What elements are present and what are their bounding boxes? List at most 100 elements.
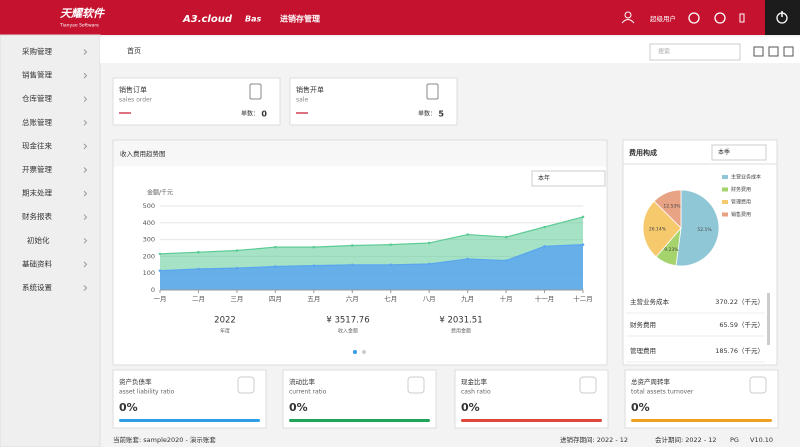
ratio-subtitle: total assets turnover [631,389,694,396]
point [235,249,239,252]
expense-amount: 65.59（千元） [719,320,764,329]
logo: 天耀软件 [60,7,106,20]
summary-value: ¥ 2031.51 [439,316,482,326]
x-tick-label: 一月 [154,295,167,303]
point [543,225,546,229]
chevron [83,72,88,79]
point [427,241,431,245]
pager-dot[interactable] [353,350,357,354]
card-subtitle: sale [296,97,308,104]
logo-sub: Tianyao Software [59,23,99,29]
y-tick-label: 0 [151,286,155,294]
x-tick-label: 十二月 [573,294,593,303]
point [504,259,508,262]
point [466,233,469,236]
point [581,215,585,219]
power-button[interactable] [765,0,800,35]
legend-label: 主营业务成本 [731,174,761,181]
breadcrumb[interactable]: 首页 [127,46,141,55]
summary-value: ¥ 3517.76 [326,316,369,326]
menu-item[interactable]: 采购管理 [22,46,52,56]
menu-item[interactable]: 总账管理 [22,117,52,127]
expense-name: 管理费用 [630,346,656,355]
trend-panel-header [113,140,607,167]
point [312,245,316,249]
y-tick-label: 100 [143,269,155,277]
x-tick-label: 十一月 [535,294,555,303]
y-tick-label: 400 [143,219,155,227]
settings-icon[interactable] [688,12,700,24]
menu-item[interactable]: 开票管理 [22,164,52,174]
period-select[interactable] [531,170,606,187]
point [543,245,546,248]
menu-item[interactable]: 基础资料 [22,258,52,268]
point [274,245,277,249]
ratio-title: 资产负债率 [119,377,152,386]
chevron [83,143,88,150]
x-tick-label: 五月 [307,295,320,303]
sound-icon[interactable] [739,13,745,23]
summary-label: 收入金额 [338,328,358,335]
legend-label: 销售费用 [731,211,751,218]
pager-dot[interactable] [362,350,366,354]
menu-item[interactable]: 财务报表 [22,211,52,221]
calc-icon [249,83,262,100]
summary-value: 2022 [214,316,236,326]
point [274,265,277,268]
card-title: 销售开单 [296,85,324,94]
menu-item[interactable]: 仓库管理 [22,93,52,103]
menu-item[interactable]: 销售管理 [22,70,52,80]
menu-item[interactable]: 初始化 [27,235,50,245]
chevron [83,49,88,55]
area-line [159,244,584,272]
chevron [83,119,88,126]
quarter-value: 本季 [718,148,730,156]
toolbar-icon[interactable] [783,46,794,57]
expense-title: 费用构成 [629,148,657,157]
quarter-select[interactable] [711,144,767,161]
summary-label: 费用金额 [451,328,471,335]
chevron [83,167,88,173]
search-box[interactable] [649,43,741,61]
order-card[interactable] [112,77,281,126]
ratio-bar [461,419,602,422]
toolbar-icon[interactable] [768,46,779,57]
y-tick-label: 500 [143,202,155,210]
trend-title: 收入费用趋势图 [120,149,166,158]
count-value: 5 [438,110,444,119]
point [581,243,585,246]
legend-label: 管理费用 [731,199,751,206]
ratio-title: 流动比率 [289,377,316,386]
count-value: 0 [261,110,267,119]
toolbar-icon[interactable] [753,46,764,57]
search-placeholder: 搜索 [658,48,670,56]
scrollbar[interactable] [767,293,770,345]
menu-item[interactable]: 系统设置 [22,282,52,292]
expense-amount: 185.76（千元） [715,346,764,355]
legend-swatch [722,175,728,179]
ratio-subtitle: current ratio [289,389,327,396]
menu-item[interactable]: 现金往来 [22,140,52,150]
point [389,243,393,246]
count-label: 单数： [418,110,436,118]
help-icon[interactable] [714,12,726,24]
menu-item[interactable]: 期末处理 [22,188,52,198]
summary-label: 年度 [220,328,230,335]
pie-slice [653,189,682,229]
ratio-card [282,369,437,429]
ratio-title: 现金比率 [461,377,488,386]
footer-account: 当前账套: sample2020 - 演示账套 [113,435,216,444]
legend-swatch [722,212,728,217]
user-icon[interactable] [624,11,632,19]
x-tick-label: 八月 [423,295,436,303]
user-name[interactable]: 超级用户 [650,14,676,23]
point [158,269,162,272]
x-tick-label: 三月 [230,295,243,303]
slice-label: 12.53% [663,204,681,210]
order-card[interactable] [289,77,458,126]
y-axis-label: 金额/千元 [147,189,173,197]
x-tick-label: 九月 [461,294,474,303]
ratio-bar [631,419,772,422]
point [312,264,316,267]
